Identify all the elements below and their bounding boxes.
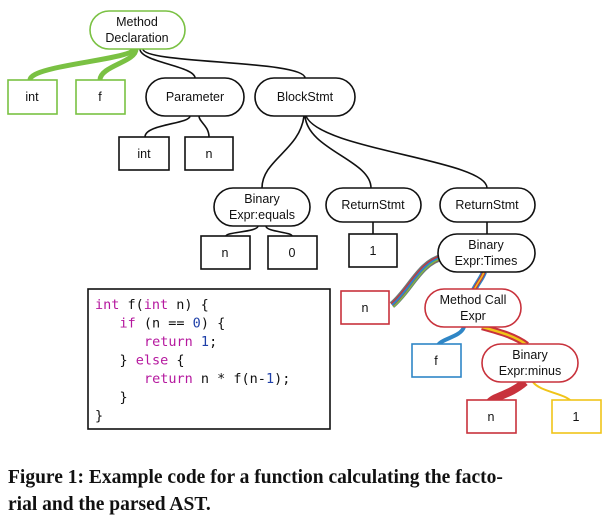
code-token: ; xyxy=(209,334,217,350)
edge-decl-parameter xyxy=(139,48,196,79)
code-token: } xyxy=(120,353,136,369)
node-return-stmt-1: ReturnStmt xyxy=(325,187,422,223)
code-line: } else { xyxy=(120,353,185,369)
code-token: { xyxy=(168,353,184,369)
node-f-name-label: f xyxy=(98,90,102,104)
caption-line-2: rial and the parsed AST. xyxy=(8,494,211,515)
node-equals-n-label: n xyxy=(222,246,229,260)
code-token: f( xyxy=(119,297,143,313)
edge-call-minus xyxy=(481,323,529,348)
node-return-1-label: 1 xyxy=(370,244,377,258)
ast-nodes: Method Declaration int f Parameter Block… xyxy=(7,10,602,434)
code-token: 1 xyxy=(266,371,274,387)
node-block-stmt-label: BlockStmt xyxy=(277,90,334,104)
node-minus-1: 1 xyxy=(551,399,602,434)
edge-param-int xyxy=(144,115,191,138)
node-minus-1-label: 1 xyxy=(573,410,580,424)
edge-minus-1 xyxy=(532,381,573,403)
node-binary-equals-line2: Expr:equals xyxy=(229,208,295,222)
node-minus-n: n xyxy=(466,399,517,434)
node-parameter: Parameter xyxy=(145,77,245,117)
node-times-n: n xyxy=(340,290,390,325)
code-token: (n == xyxy=(136,316,193,332)
edge-decl-f xyxy=(97,48,139,81)
node-method-declaration-line2: Declaration xyxy=(105,31,168,45)
node-param-n: n xyxy=(184,136,234,171)
code-token: 1 xyxy=(201,334,209,350)
code-line: return n * f(n-1); xyxy=(144,371,290,387)
code-box: int f(int n) {if (n == 0) {return 1;} el… xyxy=(87,288,331,430)
node-equals-0: 0 xyxy=(267,235,318,270)
code-token: } xyxy=(120,390,128,406)
code-token: if xyxy=(120,316,136,332)
node-binary-times-line1: Binary xyxy=(468,238,504,252)
code-line: int f(int n) { xyxy=(95,297,209,313)
code-line: } xyxy=(120,390,128,406)
node-int-type: int xyxy=(7,79,58,115)
code-token: } xyxy=(95,408,103,424)
node-binary-times: Binary Expr:Times xyxy=(437,233,536,273)
edge-block-return2 xyxy=(305,115,488,189)
node-int-type-label: int xyxy=(25,90,39,104)
node-call-f-label: f xyxy=(434,354,438,368)
code-token: return xyxy=(144,371,193,387)
node-equals-n: n xyxy=(200,235,251,270)
node-method-call-line1: Method Call xyxy=(440,293,507,307)
ast-edges xyxy=(27,46,573,405)
code-token: n * f(n- xyxy=(193,371,266,387)
code-token: else xyxy=(136,353,169,369)
code-token: n) { xyxy=(168,297,209,313)
node-param-n-label: n xyxy=(206,147,213,161)
code-token xyxy=(193,334,201,350)
node-block-stmt: BlockStmt xyxy=(254,77,356,117)
node-parameter-label: Parameter xyxy=(166,90,224,104)
node-method-call: Method Call Expr xyxy=(424,288,522,328)
code-token: int xyxy=(95,297,119,313)
code-token: 0 xyxy=(193,316,201,332)
code-line: if (n == 0) { xyxy=(120,316,226,332)
ast-figure: Method Declaration int f Parameter Block… xyxy=(7,10,602,434)
node-binary-equals: Binary Expr:equals xyxy=(213,187,311,227)
edge-block-binary-equals xyxy=(261,115,305,189)
node-param-int-label: int xyxy=(137,147,151,161)
node-return-stmt-1-label: ReturnStmt xyxy=(341,198,405,212)
code-token: return xyxy=(144,334,193,350)
figure-caption: Figure 1: Example code for a function ca… xyxy=(8,464,608,518)
edge-decl-block xyxy=(142,48,306,79)
code-line: return 1; xyxy=(144,334,217,350)
node-binary-minus-line2: Expr:minus xyxy=(499,364,562,378)
code-line: } xyxy=(95,408,103,424)
node-method-call-line2: Expr xyxy=(460,309,486,323)
node-minus-n-label: n xyxy=(488,410,495,424)
edge-decl-int xyxy=(27,46,136,82)
node-binary-times-line2: Expr:Times xyxy=(455,254,518,268)
node-binary-minus-line1: Binary xyxy=(512,348,548,362)
code-token: int xyxy=(144,297,168,313)
node-binary-minus: Binary Expr:minus xyxy=(481,343,579,383)
edge-block-return1 xyxy=(304,115,372,189)
edge-times-n xyxy=(389,253,445,308)
edge-equals-0 xyxy=(265,225,293,237)
node-times-n-label: n xyxy=(362,301,369,315)
edge-minus-n xyxy=(486,378,528,405)
caption-line-1: Figure 1: Example code for a function ca… xyxy=(8,467,503,488)
node-call-f: f xyxy=(411,343,462,378)
node-return-stmt-2-label: ReturnStmt xyxy=(455,198,519,212)
node-f-name: f xyxy=(75,79,126,115)
node-equals-0-label: 0 xyxy=(289,246,296,260)
code-token: ) { xyxy=(201,316,225,332)
node-binary-equals-line1: Binary xyxy=(244,192,280,206)
edge-equals-n xyxy=(225,225,259,237)
node-return-stmt-2: ReturnStmt xyxy=(439,187,536,223)
node-param-int: int xyxy=(118,136,170,171)
code-lines: int f(int n) {if (n == 0) {return 1;} el… xyxy=(95,297,290,424)
edge-times-call xyxy=(471,270,487,292)
node-method-declaration: Method Declaration xyxy=(89,10,186,50)
code-token: ); xyxy=(274,371,290,387)
node-method-declaration-line1: Method xyxy=(116,15,158,29)
edge-param-n xyxy=(198,115,210,138)
node-return-1: 1 xyxy=(348,233,398,268)
